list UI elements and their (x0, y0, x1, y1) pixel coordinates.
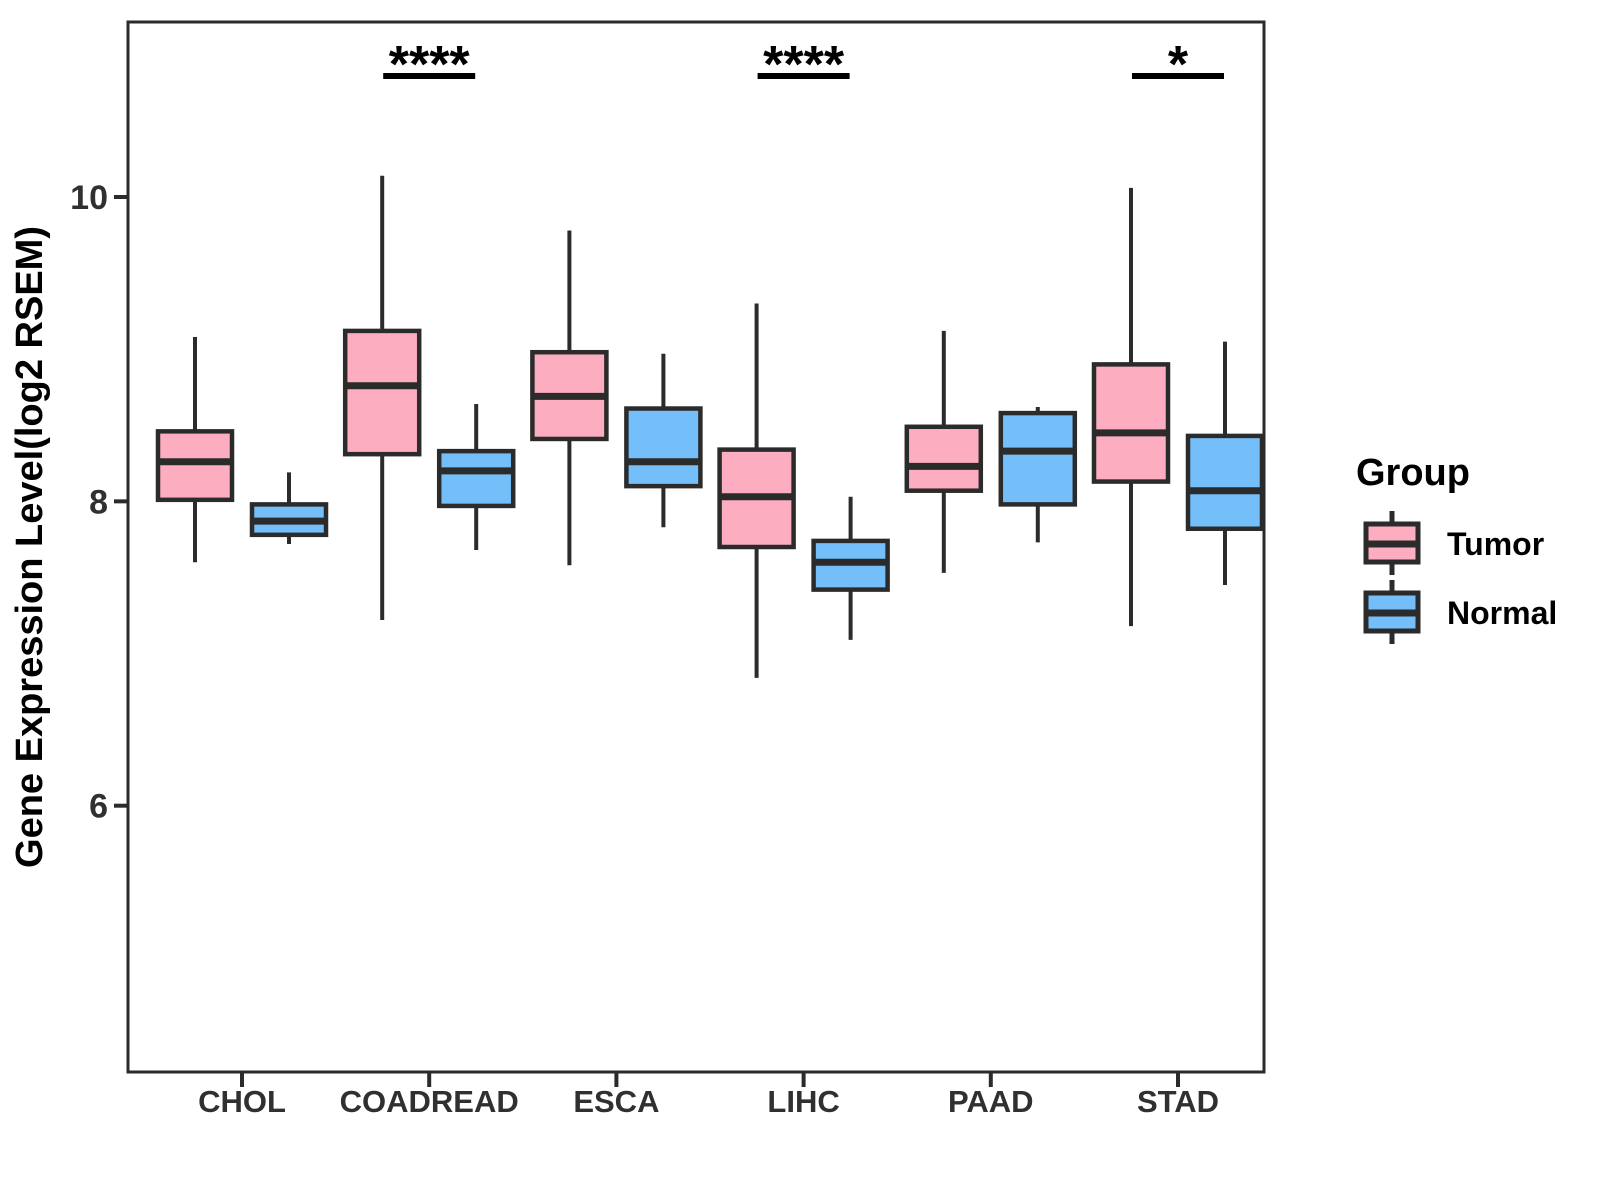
significance-bar-stad (1132, 73, 1224, 79)
box-tumor-chol (155, 429, 235, 503)
significance-stars-lihc: **** (763, 36, 845, 94)
x-tick-label-stad: STAD (1137, 1084, 1219, 1119)
box-normal-esca (624, 406, 703, 489)
x-tick-label-paad: PAAD (948, 1084, 1034, 1119)
box-normal-coadread (436, 448, 516, 509)
legend: Group Tumor Normal (1356, 452, 1557, 644)
box-normal-stad (1185, 433, 1265, 531)
box-tumor-paad (904, 424, 984, 493)
significance-stars-stad: * (1168, 36, 1189, 94)
box-normal-paad (998, 410, 1078, 507)
box-tumor-coadread (342, 328, 422, 457)
legend-label-tumor: Tumor (1447, 526, 1544, 562)
legend-label-normal: Normal (1447, 595, 1557, 631)
y-axis-title: Gene Expression Level(log2 RSEM) (9, 226, 51, 868)
y-tick-label: 6 (89, 788, 108, 826)
x-tick-label-esca: ESCA (573, 1084, 659, 1119)
legend-key-normal: Normal (1363, 580, 1557, 644)
y-tick-label: 10 (70, 179, 108, 217)
x-tick-label-lihc: LIHC (767, 1084, 839, 1119)
x-tick-label-chol: CHOL (198, 1084, 286, 1119)
plot-panel (126, 20, 1266, 1074)
legend-key-tumor: Tumor (1363, 511, 1544, 575)
y-tick-label: 8 (89, 483, 108, 521)
significance-bar-lihc (757, 73, 850, 79)
significance-stars-coadread: **** (389, 36, 471, 94)
box-tumor-stad (1091, 362, 1171, 484)
x-tick-label-coadread: COADREAD (340, 1084, 519, 1119)
significance-bar-coadread (383, 73, 476, 79)
legend-title: Group (1356, 452, 1470, 494)
